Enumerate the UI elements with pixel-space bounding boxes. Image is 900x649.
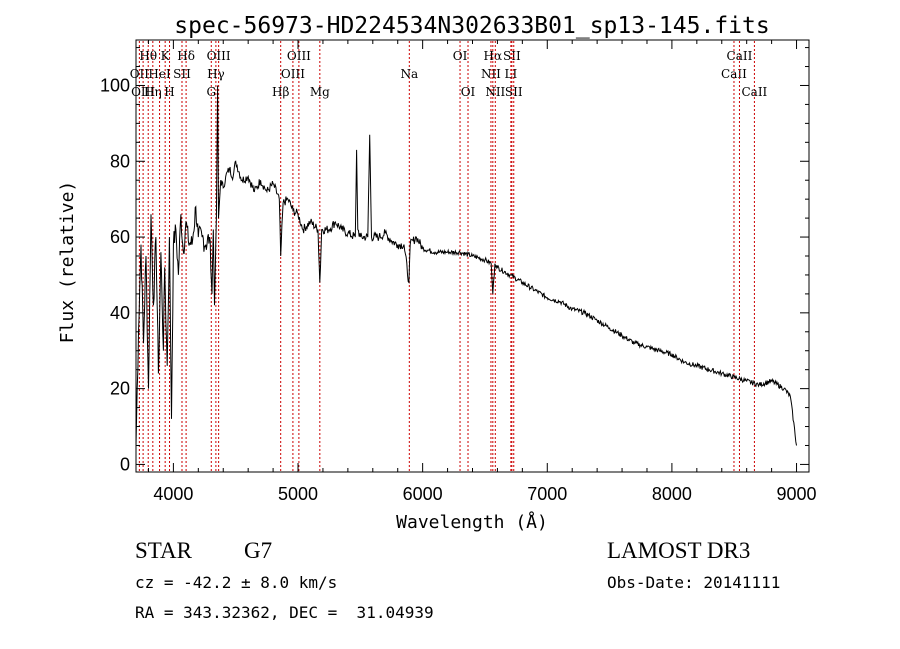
spectral-subclass: G7 (244, 538, 273, 563)
redshift-cz: cz = -42.2 ± 8.0 km/s (135, 573, 338, 592)
spectrum-series (135, 85, 797, 446)
spectral-line-label: NII (485, 85, 505, 99)
spectral-line-markers: HθOIIOIIIHηHeIKHSIIHδGOIIIHγHβOIIIOIIIMg… (130, 41, 768, 471)
spectral-line-label: Hη (144, 85, 162, 99)
spectral-line-label: SII (173, 67, 191, 81)
x-tick-label: 4000 (153, 484, 193, 504)
spectral-line-label: Mg (310, 85, 330, 99)
spectral-line-label: Hδ (177, 49, 195, 63)
x-tick-label: 5000 (278, 484, 318, 504)
spectral-line-label: Hγ (207, 67, 225, 81)
spectral-line-label: H (164, 85, 174, 99)
spectral-line-label: CaII (727, 49, 753, 63)
object-type: STAR (135, 538, 192, 563)
x-tick-label: 6000 (403, 484, 443, 504)
spectral-line-label: OIII (131, 85, 155, 99)
x-tick-label: 8000 (652, 484, 692, 504)
chart-title: spec-56973-HD224534N302633B01_sp13-145.f… (174, 13, 769, 39)
spectral-line-label: HeI (148, 67, 171, 81)
spectral-line-label: LI (505, 67, 518, 81)
y-tick-label: 60 (110, 227, 130, 247)
spectrum-line (135, 85, 797, 446)
x-axis: 4000 5000 6000 7000 8000 9000 (147, 40, 817, 504)
spectral-line-label: G (206, 85, 216, 99)
y-tick-label: 20 (110, 379, 130, 399)
spectral-line-label: Hα (484, 49, 503, 63)
y-axis-label: Flux (relative) (57, 181, 78, 344)
y-axis: 0 20 40 60 80 100 (100, 47, 809, 474)
spectral-line-label: SII (505, 85, 523, 99)
spectral-line-label: OI (461, 85, 476, 99)
observation-date: Obs-Date: 20141111 (607, 573, 781, 592)
spectral-line-label: CaII (741, 85, 767, 99)
spectral-line-label: K (161, 49, 171, 63)
y-tick-label: 100 (100, 75, 130, 95)
spectral-line-label: Na (400, 67, 418, 81)
y-tick-label: 80 (110, 151, 130, 171)
x-tick-label: 9000 (777, 484, 817, 504)
spectral-line-label: OIII (287, 49, 311, 63)
y-tick-label: 40 (110, 303, 130, 323)
spectral-line-label: OIII (281, 67, 305, 81)
spectral-line-label: Hβ (272, 85, 289, 99)
x-tick-label: 7000 (527, 484, 567, 504)
y-tick-label: 0 (120, 454, 130, 474)
x-axis-label: Wavelength (Å) (396, 511, 548, 533)
coordinates: RA = 343.32362, DEC = 31.04939 (135, 603, 434, 622)
spectral-line-label: OI (453, 49, 468, 63)
spectral-line-label: SII (503, 49, 521, 63)
spectral-line-label: Hθ (139, 49, 157, 63)
survey-name: LAMOST DR3 (607, 538, 751, 563)
spectral-line-label: OIII (207, 49, 231, 63)
spectral-line-label: OII (130, 67, 150, 81)
spectral-line-label: NII (481, 67, 501, 81)
spectral-line-label: CaII (721, 67, 747, 81)
